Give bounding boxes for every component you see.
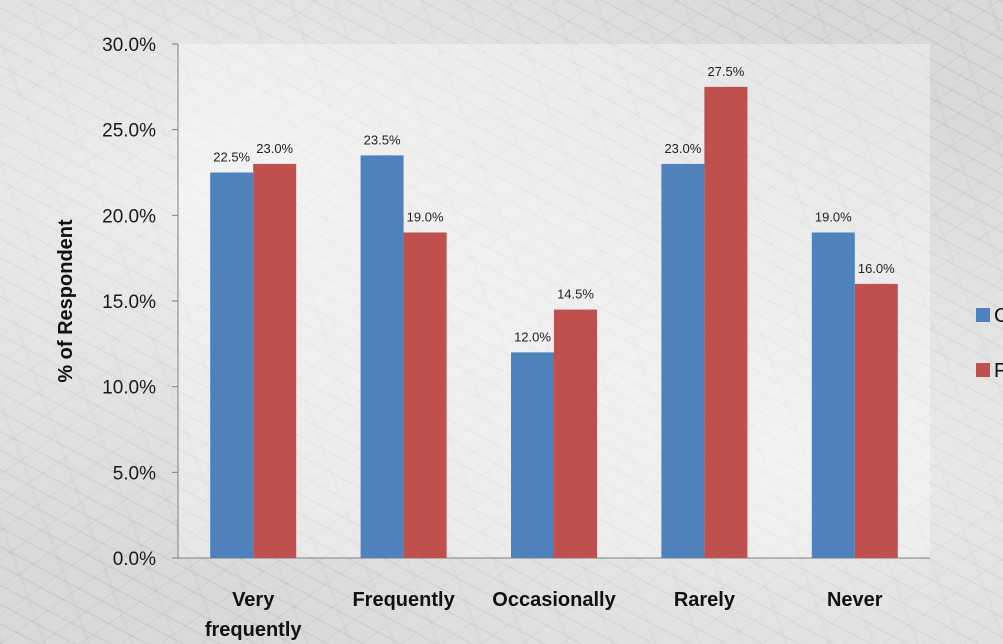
bar-f-4 (704, 86, 748, 558)
y-tick-label: 30.0% (102, 35, 156, 56)
legend-label-c: C (994, 305, 1003, 327)
data-label: 23.5% (364, 132, 401, 147)
data-labels: 22.5% 23.0% 23.5% 19.0% 12.0% 14.5% 23.0% 27.5%… (213, 64, 895, 345)
data-label: 19.0% (407, 209, 444, 224)
x-category-label: Rarely (674, 589, 736, 611)
data-label: 19.0% (815, 209, 852, 224)
bar-c-5 (811, 232, 855, 558)
x-category-label: Very (232, 589, 275, 611)
y-tick-label: 0.0% (113, 549, 156, 570)
data-label: 16.0% (858, 261, 895, 276)
x-axis-categories: Very frequently Frequently Occasionally Rare… (205, 589, 883, 641)
data-label: 14.5% (557, 287, 594, 302)
y-tick-label: 25.0% (102, 121, 156, 142)
bars (210, 86, 898, 558)
bar-c-2 (360, 155, 404, 558)
x-category-label: frequently (205, 619, 303, 641)
y-tick-label: 15.0% (102, 292, 156, 313)
legend-swatch-c (976, 308, 990, 322)
y-tick-label: 5.0% (113, 463, 156, 484)
bar-f-3 (554, 309, 597, 558)
data-label: 23.0% (256, 141, 293, 156)
legend-label-f: F (994, 360, 1003, 382)
bar-c-1 (210, 172, 254, 558)
data-label: 27.5% (707, 64, 744, 79)
data-label: 22.5% (213, 150, 250, 165)
x-category-label: Frequently (352, 589, 455, 611)
bar-f-2 (403, 232, 447, 558)
x-category-label: Never (827, 589, 883, 611)
y-tick-label: 20.0% (102, 206, 156, 227)
bar-c-3 (511, 352, 554, 558)
y-axis-title: % of Respondent (55, 219, 77, 383)
data-label: 23.0% (664, 141, 701, 156)
bar-f-5 (854, 283, 898, 558)
legend: CF (976, 305, 1003, 382)
y-tick-label: 10.0% (102, 378, 156, 399)
bar-f-1 (253, 163, 297, 558)
bar-c-4 (661, 163, 705, 558)
legend-swatch-f (976, 363, 990, 377)
x-category-label: Occasionally (492, 589, 616, 611)
data-label: 12.0% (514, 329, 551, 344)
